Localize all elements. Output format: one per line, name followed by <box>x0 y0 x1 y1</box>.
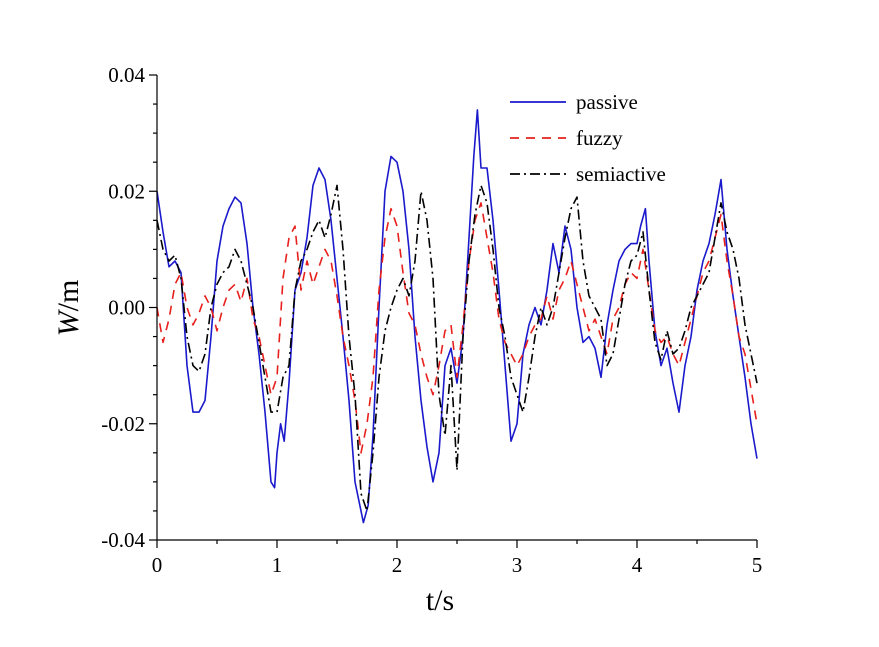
y-axis-title-unit: /m <box>52 280 85 312</box>
x-tick-label: 0 <box>152 553 163 577</box>
x-ticks: 0 1 2 3 4 5 <box>152 540 763 577</box>
x-tick-label: 5 <box>752 553 763 577</box>
y-tick-label: 0.00 <box>108 296 145 320</box>
series-line-passive <box>156 109 758 524</box>
y-ticks: -0.04 -0.02 0.00 0.02 0.04 <box>101 63 157 552</box>
series-line-fuzzy <box>156 202 758 454</box>
legend: passive fuzzy semiactive <box>510 90 666 186</box>
axes <box>156 75 757 541</box>
y-tick-label: -0.02 <box>101 412 145 436</box>
legend-label-passive: passive <box>576 90 638 114</box>
x-axis-title: t/s <box>426 584 454 617</box>
x-tick-label: 4 <box>632 553 643 577</box>
legend-label-semiactive: semiactive <box>576 162 666 186</box>
x-tick-label: 2 <box>392 553 403 577</box>
series-line-semiactive <box>156 184 758 512</box>
plot-series <box>156 109 758 524</box>
y-tick-label: 0.04 <box>108 63 145 87</box>
y-axis-title-symbol: W <box>52 308 85 336</box>
x-tick-label: 3 <box>512 553 523 577</box>
y-axis-title: W/m <box>52 280 85 337</box>
x-tick-label: 1 <box>272 553 283 577</box>
legend-label-fuzzy: fuzzy <box>576 126 623 150</box>
y-tick-label: -0.04 <box>101 528 145 552</box>
y-tick-label: 0.02 <box>108 179 145 203</box>
